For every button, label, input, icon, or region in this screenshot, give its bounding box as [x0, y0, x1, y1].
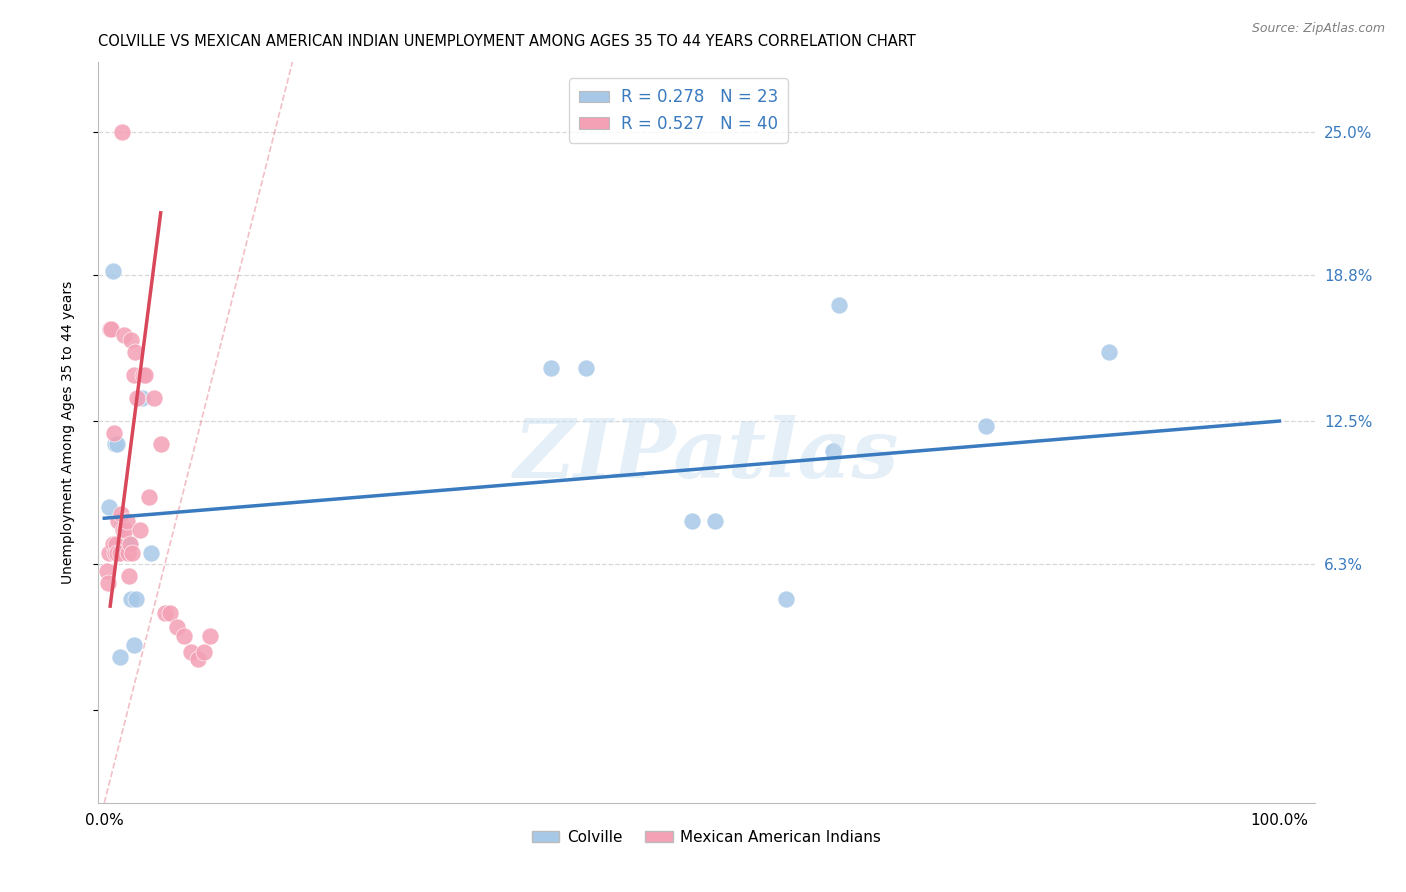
Point [97, 576, 120, 591]
Point [134, 368, 156, 382]
Point [105, 536, 128, 550]
Point [131, 391, 153, 405]
Point [118, 536, 141, 550]
Point [98, 500, 121, 514]
Point [193, 645, 215, 659]
Point [100, 321, 122, 335]
Point [112, 541, 135, 556]
Point [105, 437, 128, 451]
Point [110, 507, 132, 521]
Point [118, 569, 141, 583]
Point [159, 606, 181, 620]
Point [704, 514, 727, 528]
Point [103, 425, 125, 440]
Text: COLVILLE VS MEXICAN AMERICAN INDIAN UNEMPLOYMENT AMONG AGES 35 TO 44 YEARS CORRE: COLVILLE VS MEXICAN AMERICAN INDIAN UNEM… [98, 34, 917, 49]
Point [112, 328, 135, 343]
Point [149, 437, 172, 451]
Text: ZIPatlas: ZIPatlas [513, 415, 900, 495]
Point [104, 546, 127, 560]
Point [112, 523, 135, 537]
Point [115, 514, 138, 528]
Point [120, 592, 142, 607]
Point [142, 391, 165, 405]
Legend: Colville, Mexican American Indians: Colville, Mexican American Indians [526, 823, 887, 851]
Point [775, 592, 797, 607]
Point [115, 536, 138, 550]
Point [104, 437, 127, 451]
Point [828, 298, 851, 312]
Point [180, 645, 202, 659]
Point [120, 536, 142, 550]
Point [141, 546, 163, 560]
Y-axis label: Unemployment Among Ages 35 to 44 years: Unemployment Among Ages 35 to 44 years [60, 281, 75, 584]
Point [108, 546, 131, 560]
Point [173, 629, 195, 643]
Point [124, 344, 146, 359]
Point [974, 418, 997, 433]
Point [128, 523, 150, 537]
Point [122, 639, 145, 653]
Point [155, 606, 177, 620]
Point [187, 652, 209, 666]
Point [98, 546, 121, 560]
Point [96, 565, 118, 579]
Point [540, 360, 562, 375]
Point [138, 491, 160, 505]
Point [101, 263, 124, 277]
Point [120, 333, 142, 347]
Point [132, 368, 155, 382]
Text: Source: ZipAtlas.com: Source: ZipAtlas.com [1251, 22, 1385, 36]
Point [122, 368, 145, 382]
Point [166, 620, 188, 634]
Point [821, 444, 844, 458]
Point [111, 518, 134, 533]
Point [127, 391, 149, 405]
Point [1098, 344, 1121, 359]
Point [114, 523, 136, 537]
Point [108, 650, 131, 665]
Point [681, 514, 703, 528]
Point [121, 546, 143, 560]
Point [111, 125, 134, 139]
Point [575, 360, 598, 375]
Point [125, 592, 148, 607]
Point [98, 321, 121, 335]
Point [117, 546, 139, 560]
Point [101, 536, 124, 550]
Point [107, 514, 129, 528]
Point [105, 546, 128, 560]
Point [198, 629, 221, 643]
